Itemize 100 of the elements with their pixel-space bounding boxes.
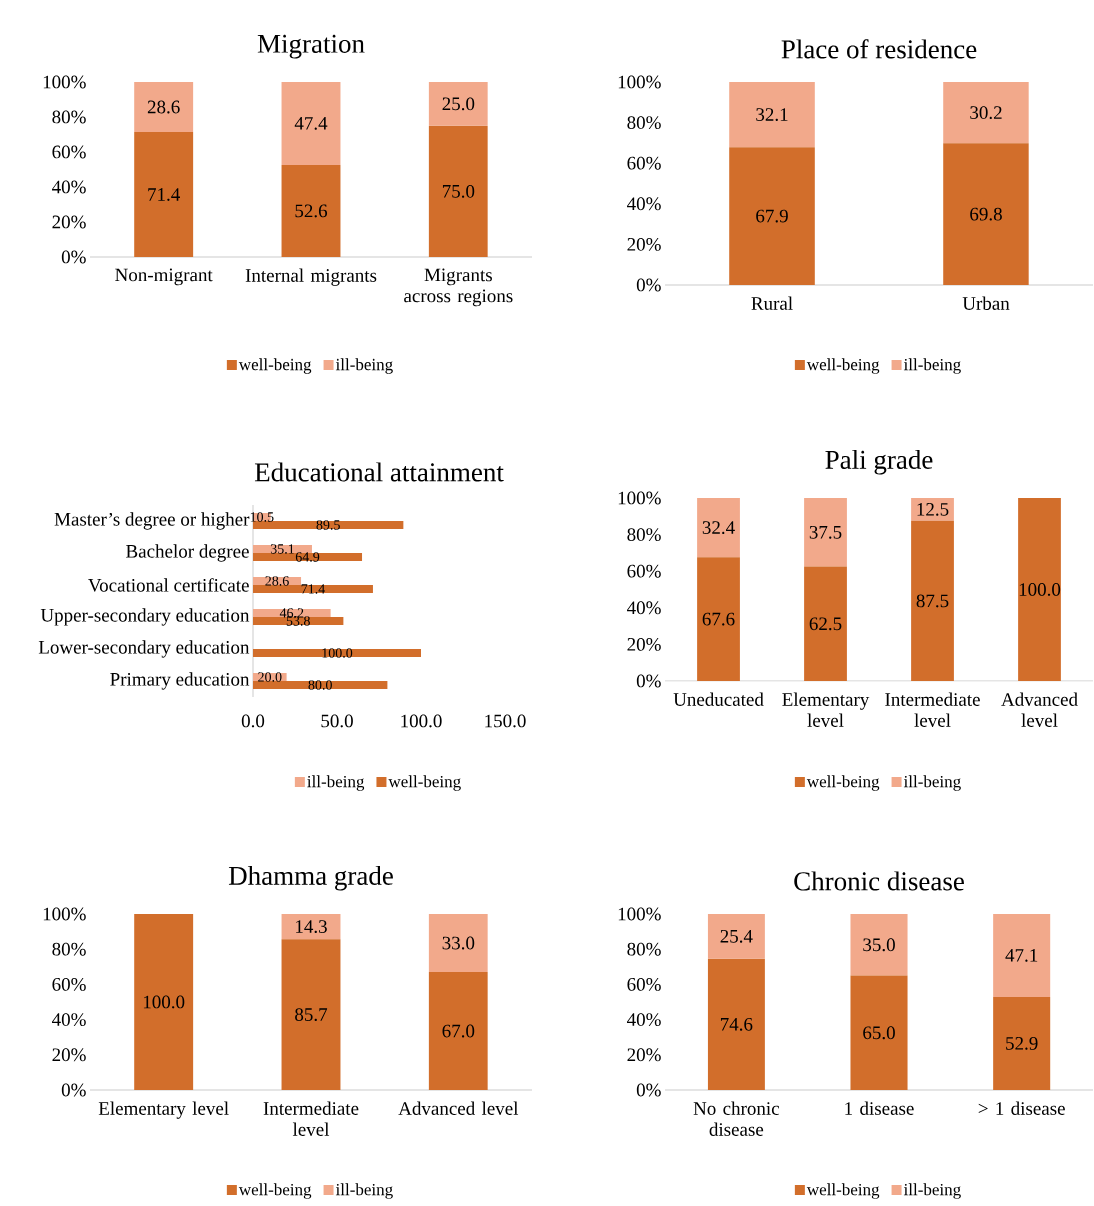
x-tick-label: 100.0 <box>401 714 442 728</box>
bar <box>428 914 488 973</box>
y-tick-label: 80% <box>627 942 661 956</box>
y-tick-label: 0% <box>636 674 661 688</box>
data-label: 64.9 <box>295 552 320 562</box>
data-label: 35.1 <box>270 544 294 554</box>
bar <box>134 914 194 1090</box>
legend-label: well-being <box>806 1183 880 1199</box>
data-label: 80.0 <box>308 680 332 690</box>
y-tick-label: 100% <box>618 491 661 505</box>
data-label: 10.5 <box>250 512 274 522</box>
x-tick-label: 50.0 <box>321 714 353 728</box>
x-tick-label: Internal migrants <box>245 268 377 286</box>
bar <box>428 125 488 257</box>
bar <box>281 164 341 257</box>
y-tick-label: Master’s degree or higher <box>54 512 250 530</box>
data-label: 65.0 <box>863 1026 895 1040</box>
legend-label: ill-being <box>903 358 961 374</box>
data-label: 30.2 <box>970 106 1002 120</box>
x-tick-label: Urban <box>962 296 1010 310</box>
x-tick-label: 150.0 <box>485 714 526 728</box>
data-label: 67.9 <box>756 209 788 223</box>
x-tick-label: Intermediate level <box>885 692 980 727</box>
bar <box>804 566 847 681</box>
legend-label: well-being <box>238 1183 312 1199</box>
y-tick-label: 80% <box>52 110 86 124</box>
data-label: 33.0 <box>442 936 475 950</box>
bar <box>943 81 1029 144</box>
y-tick-label: 0% <box>61 1083 86 1097</box>
y-tick-label: 80% <box>627 116 661 130</box>
y-tick-label: 40% <box>627 197 661 211</box>
bar <box>253 609 331 617</box>
y-tick-label: 100% <box>618 907 661 921</box>
y-tick-label: 60% <box>627 156 661 170</box>
legend-label: ill-being <box>335 358 393 374</box>
bar <box>943 143 1029 285</box>
data-label: 87.5 <box>916 594 949 608</box>
legend-label: well-being <box>806 358 880 374</box>
y-tick-label: 40% <box>52 1013 86 1027</box>
bar <box>707 958 765 1090</box>
bar <box>707 914 765 959</box>
bar <box>911 497 954 521</box>
bar <box>253 585 373 593</box>
data-label: 32.4 <box>702 521 735 535</box>
y-tick-label: 100% <box>43 75 86 89</box>
y-tick-label: 80% <box>627 528 661 542</box>
x-tick-label: Non-migrant <box>115 268 213 286</box>
x-tick-label: Uneducated <box>673 692 764 706</box>
legend-label: ill-being <box>307 775 365 791</box>
y-tick-label: 60% <box>627 564 661 578</box>
data-label: 69.8 <box>970 207 1002 221</box>
data-label: 74.6 <box>720 1017 753 1031</box>
bar <box>253 521 404 529</box>
bar <box>253 680 388 689</box>
data-label: 52.9 <box>1006 1037 1038 1050</box>
data-label: 20.0 <box>258 672 282 682</box>
x-tick-label: No chronic disease <box>693 1101 780 1136</box>
legend-label: well-being <box>806 775 880 791</box>
x-tick-label: Migrants across regions <box>404 268 513 307</box>
chart-title: Pali grade <box>825 449 933 475</box>
chart-title: Place of residence <box>781 39 977 59</box>
y-tick-label: Upper-secondary education <box>40 608 250 626</box>
data-label: 67.0 <box>442 1024 475 1038</box>
y-tick-label: 60% <box>52 145 86 159</box>
data-label: 25.4 <box>720 929 753 943</box>
data-label: 46.2 <box>279 608 304 618</box>
data-label: 37.5 <box>809 525 842 539</box>
bar <box>428 972 488 1090</box>
bar <box>911 520 954 681</box>
data-label: 85.7 <box>295 1008 328 1022</box>
y-tick-label: 60% <box>52 977 86 991</box>
x-tick-label: Elementary level <box>98 1101 229 1119</box>
x-tick-label: Rural <box>751 296 793 310</box>
y-tick-label: Primary education <box>110 672 250 690</box>
x-tick-label: > 1 disease <box>978 1101 1065 1115</box>
data-label: 47.4 <box>294 117 328 130</box>
bar <box>281 939 341 1090</box>
bar <box>253 648 421 657</box>
bar <box>850 975 908 1090</box>
data-label: 71.4 <box>301 584 326 594</box>
bar <box>134 132 194 257</box>
y-tick-label: Lower-secondary education <box>38 640 250 658</box>
bar <box>697 497 740 558</box>
data-label: 89.5 <box>316 520 340 530</box>
data-label: 12.5 <box>917 503 949 516</box>
data-label: 71.4 <box>148 188 180 201</box>
x-tick-label: Advanced level <box>1001 692 1078 727</box>
data-label: 100.0 <box>143 995 185 1009</box>
chart-title: Migration <box>257 34 365 59</box>
data-label: 75.0 <box>442 184 475 198</box>
bar <box>1018 497 1061 681</box>
y-tick-label: 20% <box>627 637 661 651</box>
legend-label: well-being <box>238 358 312 374</box>
y-tick-label: 20% <box>52 1048 86 1062</box>
y-tick-label: 20% <box>52 215 86 229</box>
data-label: 28.6 <box>265 576 289 586</box>
y-tick-label: Bachelor degree <box>126 544 249 562</box>
x-tick-label: 1 disease <box>845 1101 914 1115</box>
y-tick-label: 40% <box>627 1013 661 1027</box>
legend-label: ill-being <box>903 1183 961 1199</box>
